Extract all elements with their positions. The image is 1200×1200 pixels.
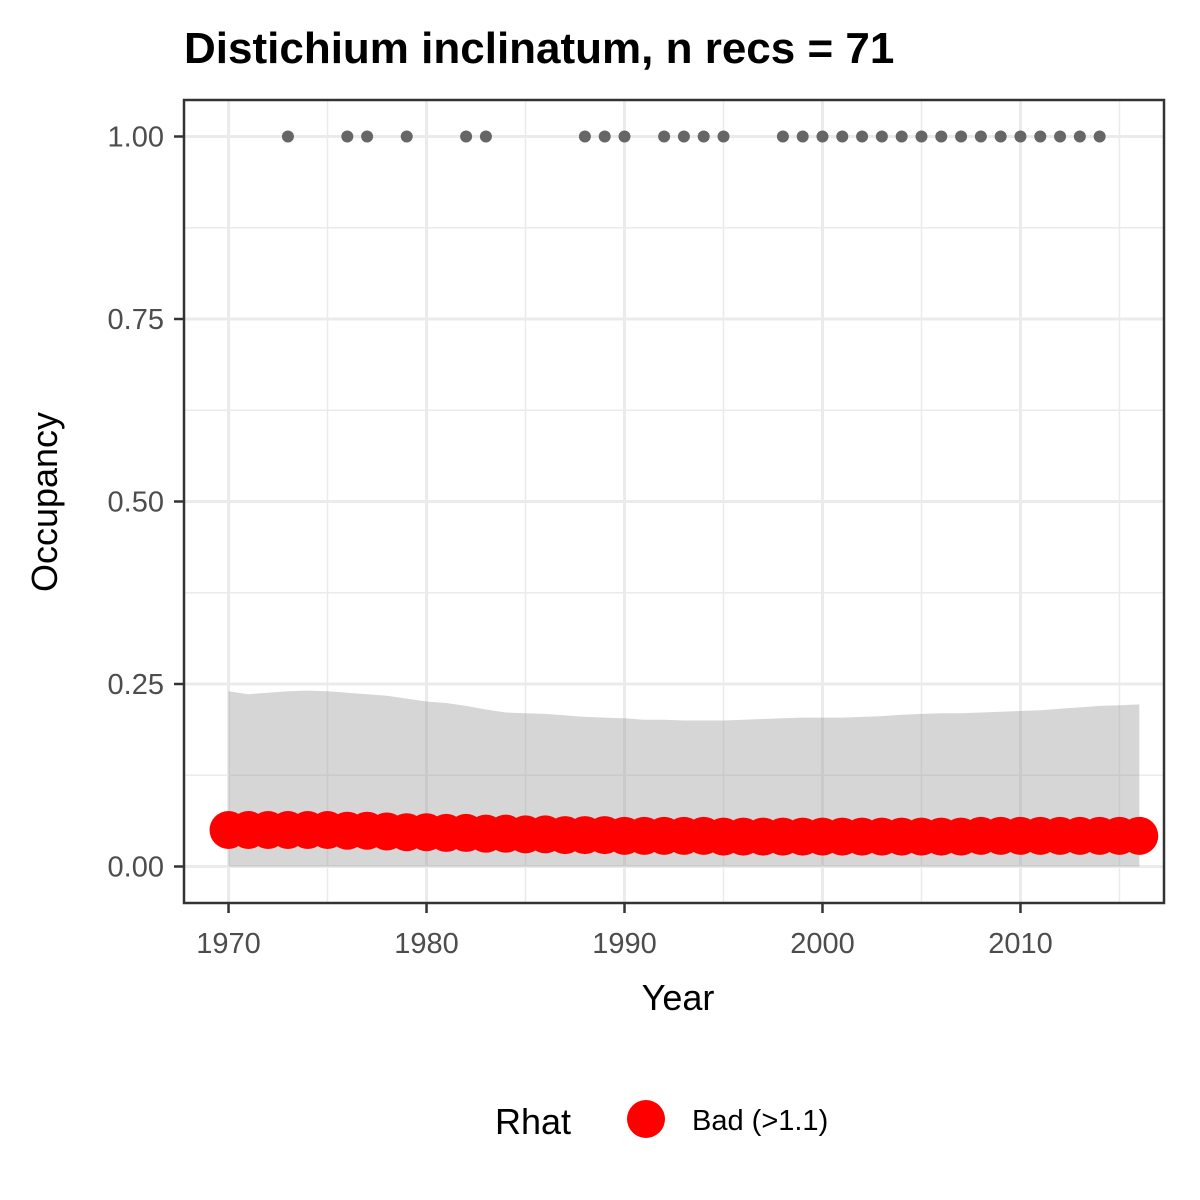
y-tick-label: 0.00 [108,852,164,884]
record-point [935,130,948,143]
x-axis-title: Year [642,977,715,1018]
record-point [1093,130,1106,143]
x-tick-label: 1990 [592,928,657,960]
record-point [400,130,413,143]
record-point [1073,130,1086,143]
record-point [915,130,928,143]
y-tick-label: 0.50 [108,487,164,519]
record-point [1014,130,1027,143]
record-point [974,130,987,143]
record-point [796,130,809,143]
record-point [895,130,908,143]
legend-key-bad [627,1100,665,1138]
legend: Rhat Bad (>1.1) [495,1100,828,1142]
record-point [341,130,354,143]
y-axis-title: Occupancy [24,412,65,592]
record-point [1054,130,1067,143]
record-point [361,130,374,143]
record-point [717,130,730,143]
y-axis: 0.00 0.25 0.50 0.75 1.00 [108,122,184,884]
record-point [677,130,690,143]
x-tick-label: 1980 [394,928,459,960]
y-tick-label: 0.25 [108,669,164,701]
mean-point [1120,816,1159,855]
record-point [281,130,294,143]
record-point [460,130,473,143]
record-point [578,130,591,143]
record-point [776,130,789,143]
record-point [479,130,492,143]
x-tick-label: 2010 [988,928,1053,960]
record-point [836,130,849,143]
record-point [1034,130,1047,143]
mean-occupancy-points [209,811,1159,856]
record-point [618,130,631,143]
chart-title: Distichium inclinatum, n recs = 71 [184,24,894,73]
x-axis: 1970 1980 1990 2000 2010 [196,903,1053,960]
record-point [816,130,829,143]
y-tick-label: 0.75 [108,304,164,336]
record-point [955,130,968,143]
record-point [658,130,671,143]
record-point [856,130,869,143]
legend-label-bad: Bad (>1.1) [692,1105,828,1137]
x-tick-label: 2000 [790,928,855,960]
record-point [875,130,888,143]
record-point [994,130,1007,143]
record-points [281,130,1106,143]
legend-title: Rhat [495,1101,571,1142]
record-point [598,130,611,143]
y-tick-label: 1.00 [108,122,164,154]
x-tick-label: 1970 [196,928,261,960]
record-point [697,130,710,143]
